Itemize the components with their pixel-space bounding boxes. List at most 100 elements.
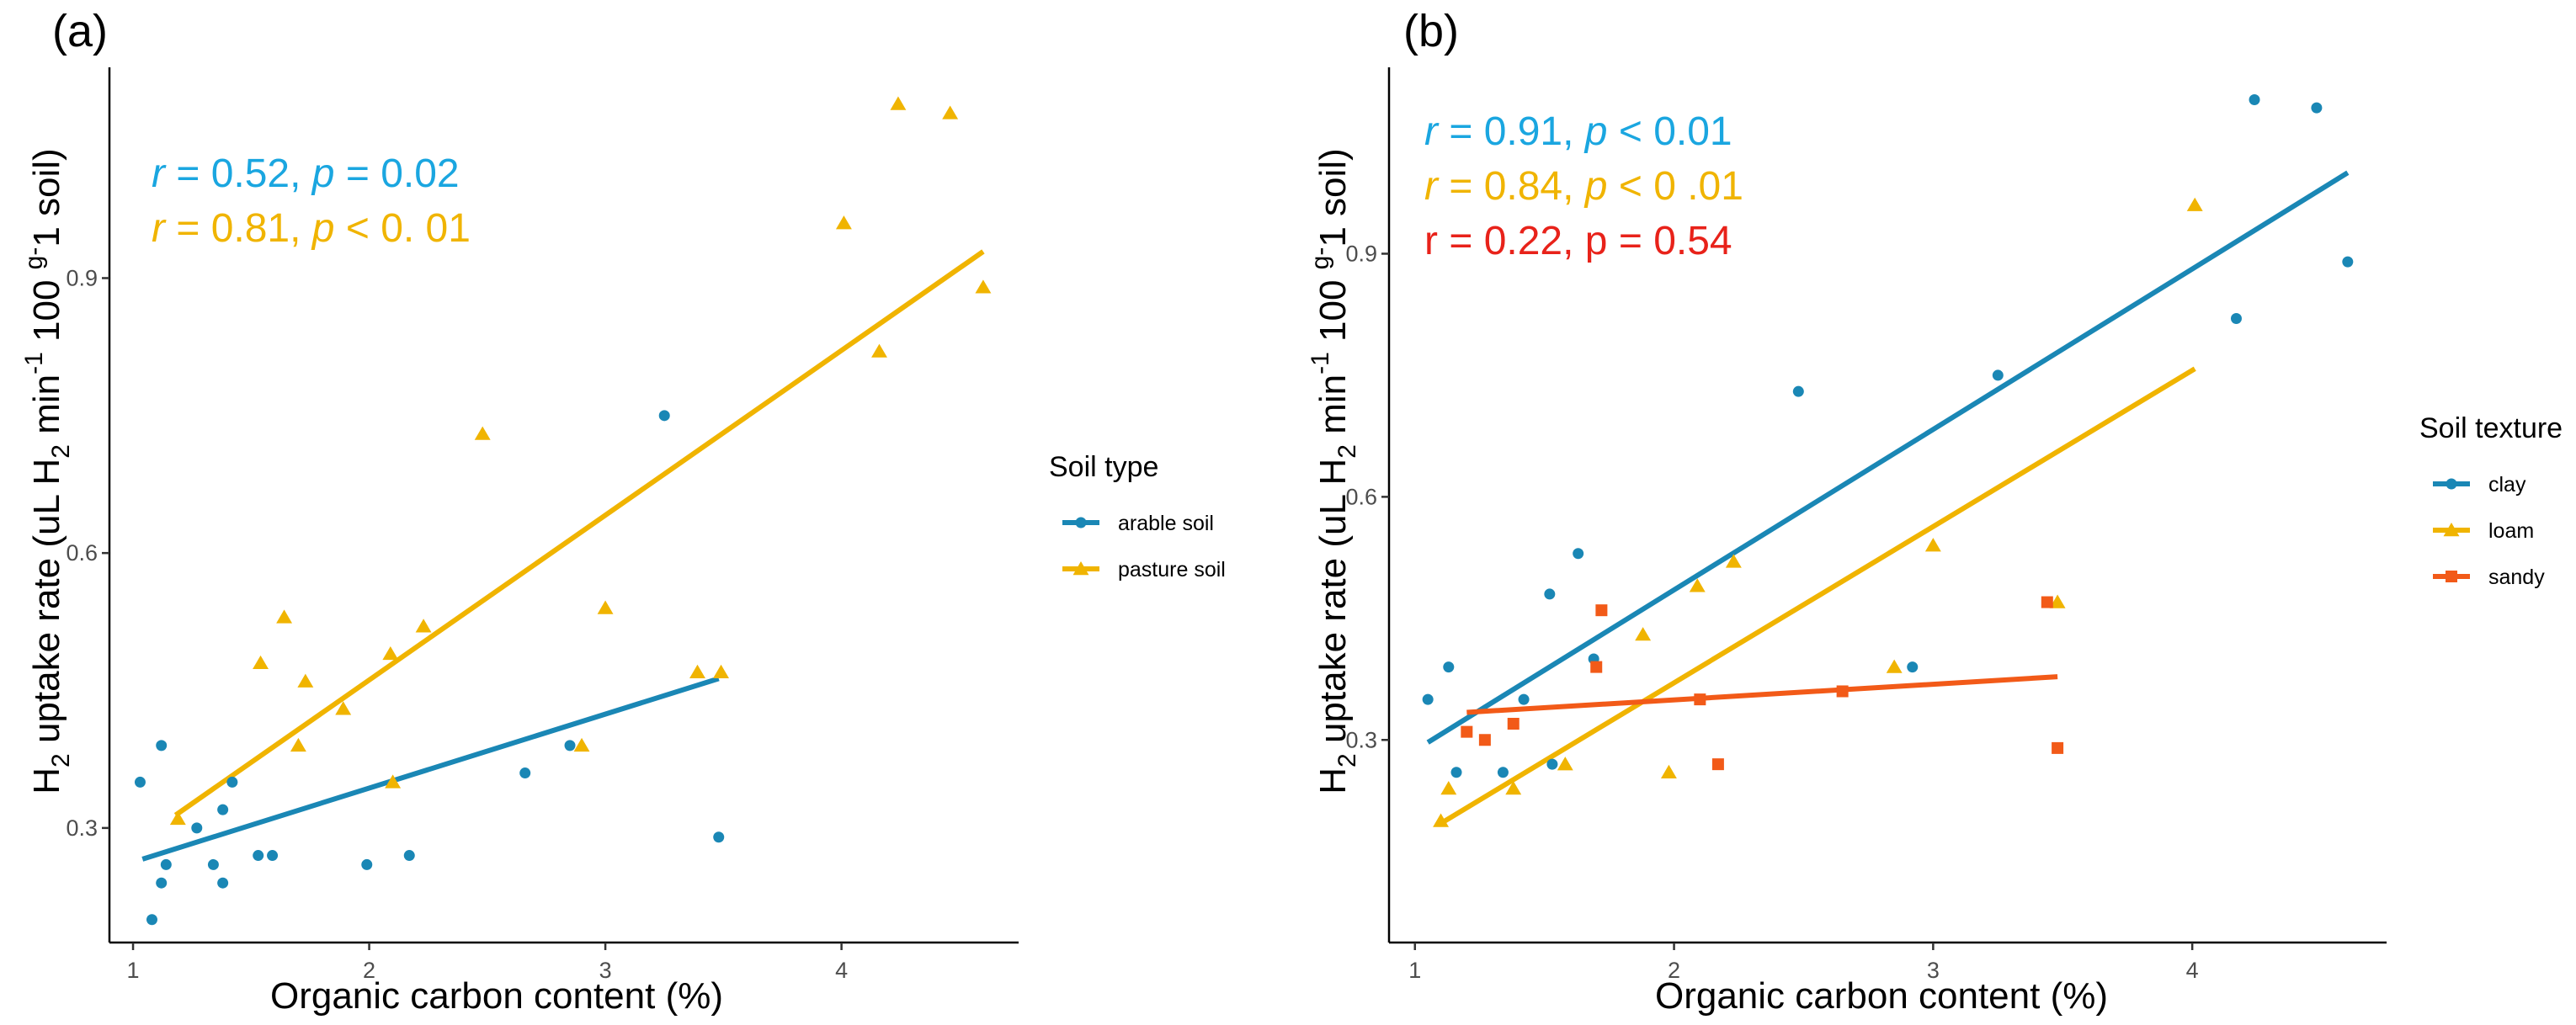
legend-key-marker-loam <box>2443 523 2460 537</box>
annotation-r-value: 0.91 <box>1484 109 1562 154</box>
data-point-loam <box>1433 813 1450 827</box>
data-point-pasture-soil <box>975 279 992 294</box>
legend-key-marker-arable-soil <box>1075 517 1087 528</box>
legend-key-marker-clay <box>2446 478 2457 490</box>
data-point-clay <box>2342 256 2354 268</box>
y-tick-label: 0.9 <box>66 265 98 290</box>
data-point-loam <box>1440 781 1457 795</box>
data-point-arable-soil <box>564 740 576 751</box>
data-point-clay <box>2249 94 2260 106</box>
x-tick-label: 4 <box>2186 958 2199 983</box>
data-point-sandy <box>2041 596 2053 608</box>
legend-key-marker-pasture-soil <box>1072 561 1089 576</box>
data-point-loam <box>1886 659 1903 673</box>
annotation-p-symbol: p <box>311 206 335 251</box>
data-point-pasture-soil <box>382 645 399 661</box>
data-point-clay <box>2230 313 2242 325</box>
legend-title: Soil texture <box>2419 412 2563 444</box>
data-point-clay <box>1544 588 1556 600</box>
panel-a: (a) 1 2 3 4 0.3 0.6 0.9 Organic carbon content (… <box>20 6 1226 1017</box>
data-point-loam <box>2049 594 2066 608</box>
annotation-p-value: 0.54 <box>1653 219 1732 263</box>
y-tick-label: 0.6 <box>1345 484 1377 509</box>
x-tick-label: 1 <box>127 958 140 983</box>
data-point-arable-soil <box>713 831 725 843</box>
data-point-arable-soil <box>160 858 172 870</box>
legend-label-sandy: sandy <box>2488 566 2545 589</box>
data-point-arable-soil <box>519 767 531 779</box>
y-tick-label: 0.9 <box>1345 241 1377 266</box>
data-point-pasture-soil <box>871 343 887 358</box>
data-point-pasture-soil <box>474 426 491 440</box>
data-point-pasture-soil <box>290 737 306 752</box>
data-point-loam <box>2186 197 2203 211</box>
panel-label: (a) <box>52 6 108 56</box>
data-point-pasture-soil <box>942 105 959 119</box>
data-point-clay <box>1422 693 1434 705</box>
legend-label-arable-soil: arable soil <box>1118 512 1214 535</box>
annotation-p-symbol: p <box>311 151 335 196</box>
annotation-r-symbol: r <box>1424 109 1440 154</box>
panel-b: (b) 1 2 3 4 0.3 0.6 0.9 Organic carbon content (… <box>1307 6 2563 1017</box>
data-point-pasture-soil <box>597 600 614 614</box>
correlation-annotation-clay: r = 0.91, p < 0.01 <box>1424 109 1732 154</box>
x-tick-label: 2 <box>1668 958 1680 983</box>
annotation-p-symbol: p <box>1585 219 1608 263</box>
trend-line-pasture-soil <box>173 249 985 818</box>
annotation-r-symbol: r <box>152 206 167 251</box>
data-point-loam <box>1635 627 1652 641</box>
panel-label: (b) <box>1403 6 1459 56</box>
data-point-clay <box>1497 767 1509 778</box>
data-point-arable-soil <box>253 850 264 862</box>
data-point-sandy <box>1507 718 1520 730</box>
data-point-sandy <box>1595 604 1608 617</box>
x-tick-label: 2 <box>363 958 375 983</box>
x-tick-label: 3 <box>1927 958 1940 983</box>
data-point-pasture-soil <box>573 737 590 752</box>
data-point-pasture-soil <box>385 774 402 789</box>
data-point-sandy <box>2052 741 2064 754</box>
trend-line-clay <box>1426 170 2350 745</box>
data-point-arable-soil <box>658 410 670 422</box>
data-point-arable-soil <box>146 914 157 926</box>
data-point-clay <box>1443 661 1455 673</box>
data-point-arable-soil <box>217 804 229 815</box>
y-tick-label: 0.3 <box>66 815 98 841</box>
data-point-loam <box>1660 764 1677 778</box>
data-point-pasture-soil <box>835 215 852 230</box>
legend-key-marker-sandy <box>2446 571 2457 582</box>
annotation-p-symbol: p <box>1583 109 1608 154</box>
x-tick-label: 4 <box>835 958 848 983</box>
data-point-sandy <box>1590 661 1603 673</box>
data-point-pasture-soil <box>169 810 186 826</box>
data-point-loam <box>1505 781 1522 795</box>
data-point-arable-soil <box>156 740 168 751</box>
y-tick-label: 0.6 <box>66 540 98 566</box>
legend-label-pasture-soil: pasture soil <box>1118 558 1226 582</box>
data-point-loam <box>1557 757 1573 771</box>
annotation-p-value: 0. 01 <box>381 206 471 251</box>
data-point-arable-soil <box>361 858 373 870</box>
data-point-arable-soil <box>267 850 279 862</box>
data-point-pasture-soil <box>335 701 352 715</box>
data-point-arable-soil <box>156 877 168 889</box>
data-point-arable-soil <box>403 850 415 862</box>
data-point-clay <box>1546 758 1558 770</box>
data-point-arable-soil <box>217 877 229 889</box>
data-point-pasture-soil <box>276 609 293 624</box>
data-point-loam <box>1689 578 1706 592</box>
annotation-r-symbol: r <box>152 151 167 196</box>
data-point-arable-soil <box>226 776 238 788</box>
correlation-annotation-arable-soil: r = 0.52, p = 0.02 <box>152 151 460 196</box>
data-point-loam <box>1725 554 1742 568</box>
x-tick-label: 3 <box>599 958 612 983</box>
data-point-loam <box>1924 538 1941 552</box>
correlation-annotation-pasture-soil: r = 0.81, p < 0. 01 <box>152 206 471 251</box>
data-point-sandy <box>1711 758 1724 771</box>
annotation-r-value: 0.81 <box>211 206 290 251</box>
annotation-r-symbol: r <box>1424 219 1438 263</box>
annotation-p-value: 0 .01 <box>1653 164 1743 209</box>
legend: Soil type arable soil pasture soil <box>1049 451 1226 582</box>
data-point-sandy <box>1836 685 1849 698</box>
data-point-sandy <box>1694 693 1706 706</box>
